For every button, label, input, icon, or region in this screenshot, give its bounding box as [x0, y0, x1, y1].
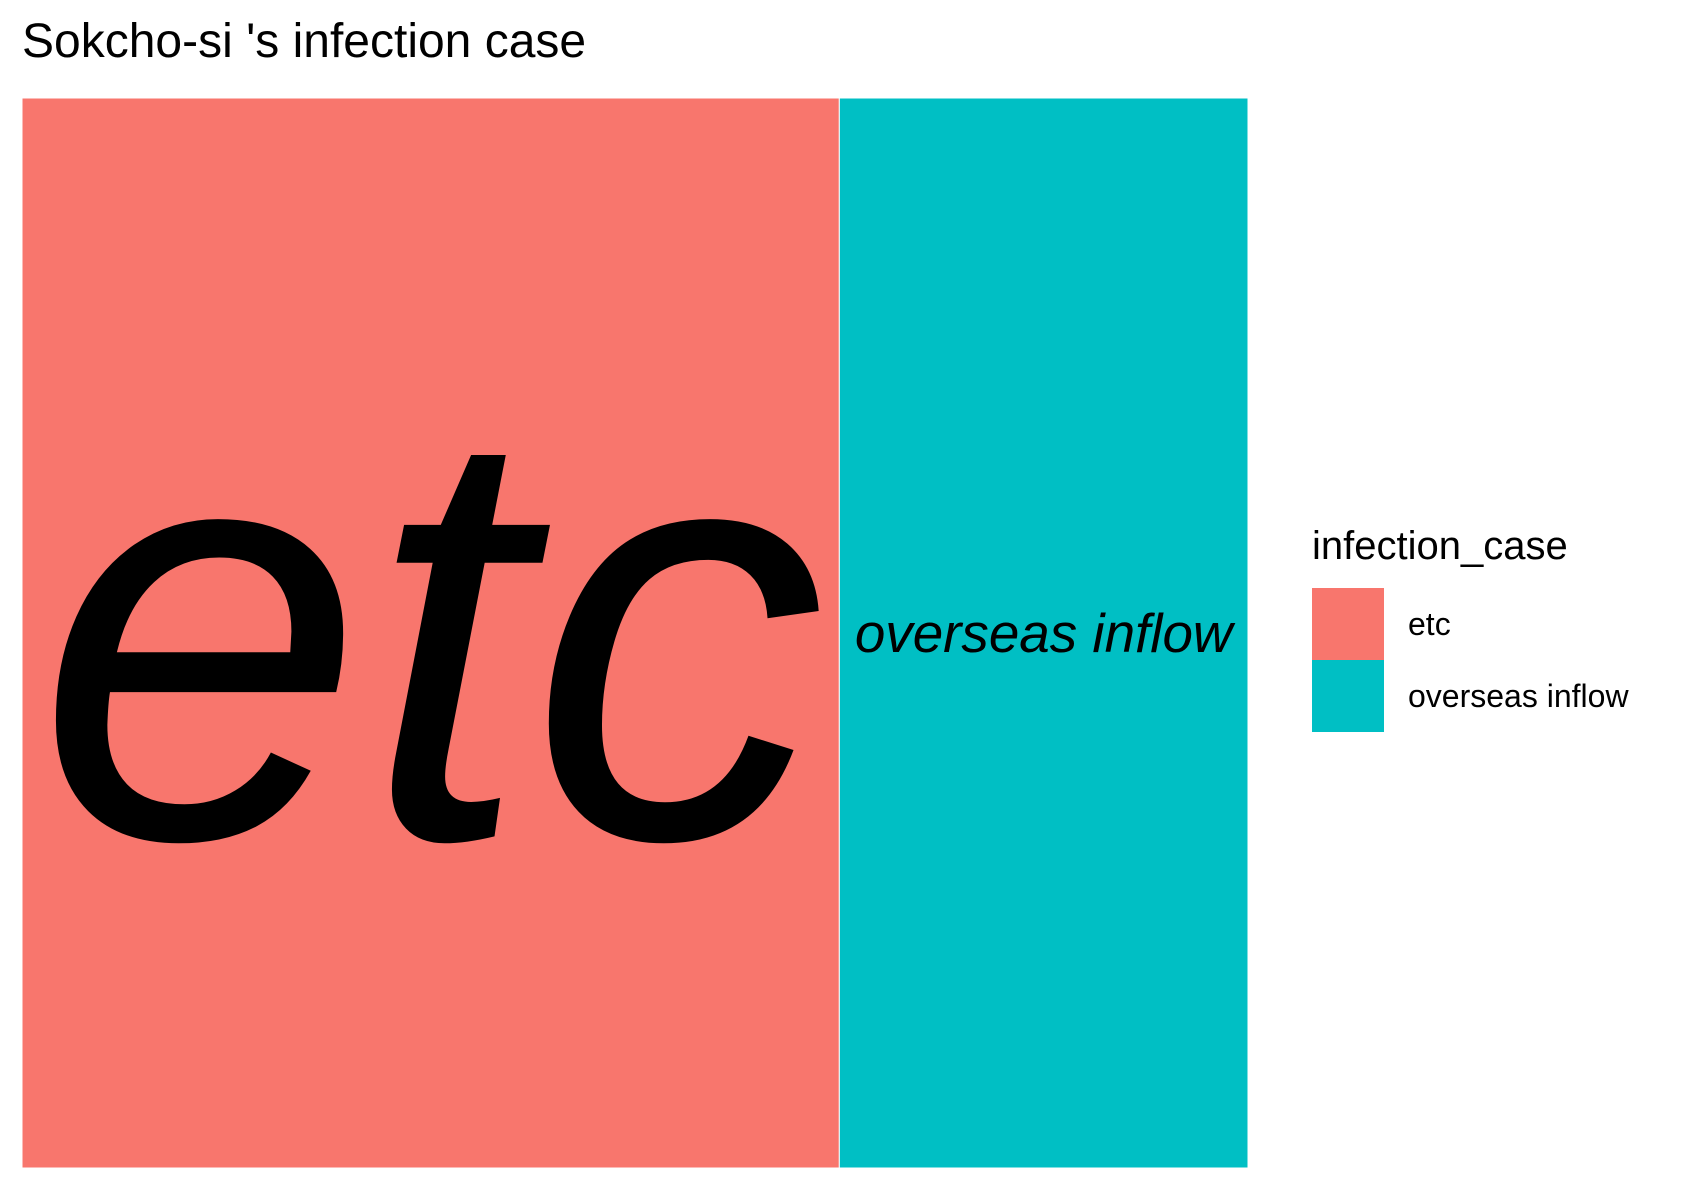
tile-etc [21, 97, 840, 1169]
chart-title: Sokcho-si 's infection case [22, 15, 587, 68]
legend-swatch-etc [1312, 588, 1384, 660]
legend-swatch-overseas-inflow [1312, 660, 1384, 732]
legend-title: infection_case [1312, 524, 1568, 568]
legend-item-overseas-inflow: overseas inflow [1312, 660, 1692, 732]
legend-label-overseas-inflow: overseas inflow [1408, 678, 1629, 714]
legend-label-etc: etc [1408, 606, 1451, 642]
legend-item-etc: etc [1312, 588, 1692, 660]
legend: infection_case etc overseas inflow [1312, 520, 1692, 732]
tile-label-etc: etc [36, 303, 825, 964]
tile-overseas-inflow [838, 97, 1249, 1169]
tile-label-overseas-inflow: overseas inflow [855, 602, 1236, 664]
